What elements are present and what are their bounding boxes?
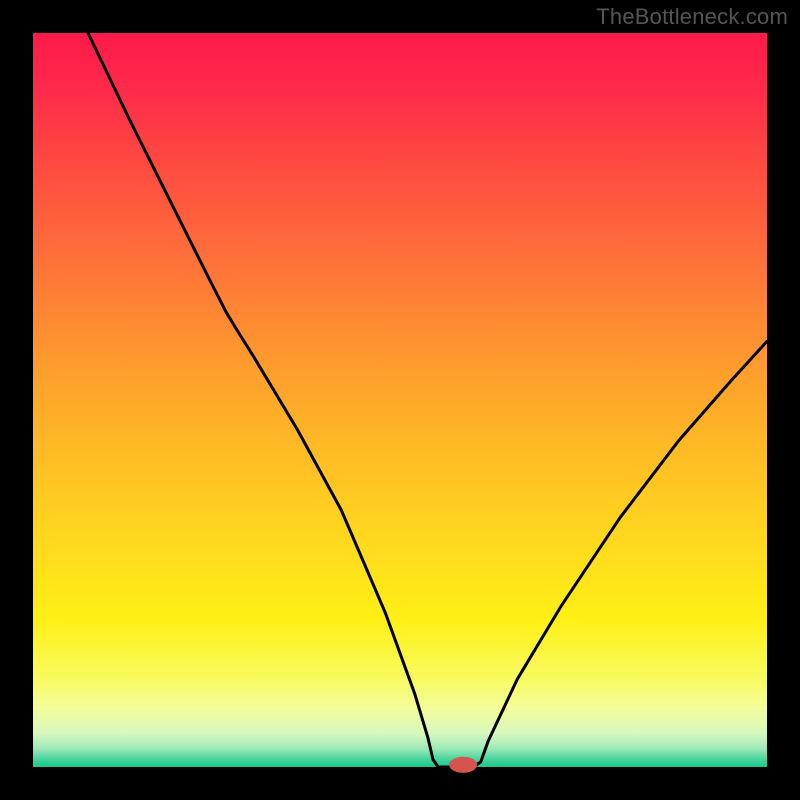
chart-canvas: TheBottleneck.com (0, 0, 800, 800)
watermark-label: TheBottleneck.com (596, 4, 788, 30)
chart-svg (0, 0, 800, 800)
optimal-marker (449, 757, 477, 773)
